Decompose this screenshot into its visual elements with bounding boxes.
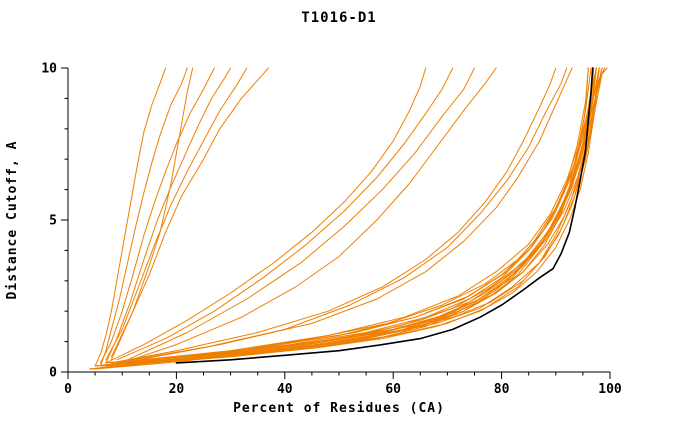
model-curve	[110, 67, 269, 361]
x-tick-label: 0	[64, 382, 72, 397]
model-curve	[100, 67, 589, 367]
model-curve	[105, 67, 427, 364]
model-curve	[89, 67, 600, 370]
model-curve	[100, 67, 597, 367]
y-axis-label: Distance Cutoff, A	[5, 141, 20, 300]
model-curve	[110, 67, 597, 364]
model-curve	[100, 67, 188, 367]
model-curve	[100, 67, 215, 364]
model-curve	[100, 67, 600, 367]
y-tick-label: 5	[49, 214, 57, 229]
x-tick-label: 100	[598, 382, 622, 397]
model-curve	[110, 67, 557, 364]
model-curve	[94, 67, 167, 367]
y-tick-label: 10	[41, 62, 57, 77]
model-curve	[121, 67, 497, 364]
highlighted-model-curve	[175, 67, 594, 364]
model-curve	[105, 67, 232, 364]
x-tick-label: 80	[494, 382, 510, 397]
model-curve	[94, 67, 603, 367]
model-curve	[110, 67, 606, 364]
y-tick-label: 0	[49, 366, 57, 381]
model-curve	[105, 67, 608, 367]
x-axis-label: Percent of Residues (CA)	[233, 401, 445, 416]
x-tick-label: 40	[277, 382, 293, 397]
x-tick-label: 20	[169, 382, 185, 397]
chart-title: T1016-D1	[301, 10, 376, 26]
series-curves	[89, 67, 608, 370]
model-curve	[105, 67, 597, 364]
model-curve	[105, 67, 600, 367]
model-curve	[116, 67, 454, 361]
model-curve	[94, 67, 595, 367]
model-curve	[89, 67, 589, 370]
model-curve	[105, 67, 603, 364]
model-curve	[94, 67, 595, 367]
model-curve	[100, 67, 595, 367]
model-curve	[100, 67, 597, 367]
model-curve	[105, 67, 248, 361]
model-curve	[121, 67, 568, 364]
model-curve	[94, 67, 592, 370]
model-curve	[132, 67, 573, 361]
model-curve	[94, 67, 606, 370]
model-curve	[89, 67, 600, 370]
axes: 0 20 40 60 80 100 0 5 10	[41, 62, 622, 398]
x-tick-label: 60	[385, 382, 401, 397]
model-curve	[127, 67, 475, 361]
model-curve	[110, 67, 194, 358]
